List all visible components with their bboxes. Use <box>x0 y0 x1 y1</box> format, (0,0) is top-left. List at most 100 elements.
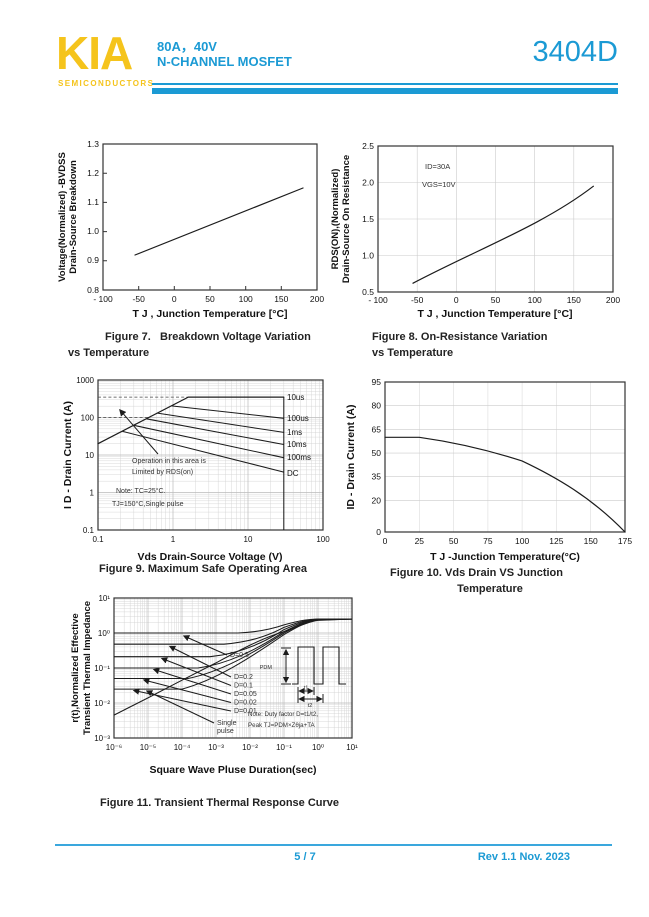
y-tick-label: 0.8 <box>87 285 99 295</box>
soa-dc-curve <box>122 430 284 473</box>
curve-label: D=0.2 <box>234 674 253 681</box>
x-tick-label: 1 <box>171 535 176 544</box>
x-tick-label: 125 <box>549 536 563 546</box>
x-tick-label: 10 <box>244 535 253 544</box>
x-tick-label: 10⁻⁵ <box>140 743 156 752</box>
plot-frame <box>377 145 614 293</box>
y-axis-label: I D - Drain Current (A) <box>62 401 74 509</box>
duty-note: Note: Duty factor D=t1/t2, <box>248 711 318 718</box>
y-tick-label: 80 <box>372 401 382 411</box>
x-tick-label: 0 <box>454 295 459 305</box>
figure9-chart: Operation in this area is Limited by RDS… <box>62 376 330 563</box>
y-tick-label: 0.1 <box>83 526 95 535</box>
x-tick-label: 175 <box>618 536 632 546</box>
curve-label: 10us <box>287 393 304 402</box>
x-tick-label: 10¹ <box>346 743 358 752</box>
curve-label: D=0.01 <box>234 708 257 715</box>
soa-annotation: Operation in this area is <box>132 458 206 465</box>
duty-cycle-waveform-inset: PDM t1 t2 <box>260 646 346 709</box>
y-tick-label: 1000 <box>76 376 94 385</box>
figure9-block: Operation in this area is Limited by RDS… <box>58 370 348 592</box>
figure-caption: Figure 8. On-Resistance Variation <box>372 331 548 343</box>
annotation-arrow <box>119 408 159 455</box>
x-tick-label: - 100 <box>93 294 113 304</box>
figure11-block: D=0.5 D=0.2 D=0.1 D=0.05 D=0.02 D=0.01 S… <box>62 588 377 820</box>
x-tick-label: 50 <box>491 295 501 305</box>
soa-annotation: Limited by RDS(on) <box>132 469 193 476</box>
x-tick-label: 0.1 <box>92 535 104 544</box>
x-tick-label: 10⁻³ <box>208 743 224 752</box>
y-tick-label: 2.5 <box>362 141 374 151</box>
figure10-chart: 95 80 65 50 35 20 0 0 25 50 75 100 125 1… <box>345 377 632 563</box>
y-tick-label: 0.5 <box>362 287 374 297</box>
curve-label-arrows <box>132 635 232 724</box>
part-number: 3404D <box>532 36 618 68</box>
x-tick-label: - 100 <box>368 295 388 305</box>
x-tick-label: 10⁰ <box>312 743 324 752</box>
curve-label: pulse <box>217 728 234 735</box>
curve-label: D=0.05 <box>234 691 257 698</box>
y-axis-label: r(t),Normalized Effective <box>70 613 81 722</box>
y-tick-label: 10⁰ <box>98 629 110 638</box>
soa-note: Note: TC=25°C. <box>116 487 166 495</box>
figure10-block: 95 80 65 50 35 20 0 0 25 50 75 100 125 1… <box>340 370 640 605</box>
d-0.5-curve <box>114 618 353 634</box>
y-tick-label: 20 <box>372 495 382 505</box>
curve-label: D=0.5 <box>230 652 249 659</box>
soa-10ms-curve <box>146 418 284 446</box>
grid-lines <box>378 146 613 292</box>
limit-leader-dashes <box>98 396 189 418</box>
curve-label: D=0.02 <box>234 700 257 707</box>
x-axis-label: T J , Junction Temperature [°C] <box>132 308 287 320</box>
curve-label: Single <box>217 720 237 727</box>
figure7-block: 1.3 1.2 1.1 1.0 0.9 0.8 - 100 -50 0 50 1… <box>55 132 345 367</box>
soa-10us-curve <box>97 396 285 445</box>
x-tick-label: 100 <box>515 536 529 546</box>
y-tick-label: 1.0 <box>362 251 374 261</box>
brand-logo: KIA <box>56 27 133 79</box>
y-tick-label: 0.9 <box>87 255 99 265</box>
y-tick-label: 10¹ <box>98 594 110 603</box>
condition-annotation: ID=30A <box>425 162 450 171</box>
figure-caption: Temperature <box>457 583 523 595</box>
brand-logo-subtext: SEMICONDUCTORS <box>58 79 155 88</box>
header-rating-line: 80A，40V <box>157 39 217 54</box>
soa-note: TJ=150°C,Single pulse <box>112 500 184 508</box>
x-tick-label: 50 <box>449 536 459 546</box>
x-tick-label: 200 <box>310 294 324 304</box>
x-tick-label: -50 <box>133 294 146 304</box>
x-tick-label: 10⁻² <box>242 743 258 752</box>
y-axis-label: Drain-Source Breakdown <box>68 160 79 274</box>
x-tick-label: 10⁻¹ <box>276 743 292 752</box>
condition-annotation: VGS=10V <box>422 180 456 189</box>
id-derating-curve <box>384 436 626 533</box>
y-tick-label: 10⁻¹ <box>94 664 110 673</box>
rdson-curve <box>412 185 594 284</box>
figure-caption: vs Temperature <box>68 347 150 359</box>
y-tick-label: 1.3 <box>87 139 99 149</box>
figure11-chart: D=0.5 D=0.2 D=0.1 D=0.05 D=0.02 D=0.01 S… <box>70 594 358 776</box>
y-axis-label: Voltage(Normalized) -BVDSS <box>57 152 68 282</box>
duty-note: Peak TJ=PDM×Zθja+TA <box>248 722 316 729</box>
x-tick-label: 25 <box>415 536 425 546</box>
y-tick-label: 35 <box>372 472 382 482</box>
x-tick-label: 100 <box>528 295 542 305</box>
y-tick-label: 1.1 <box>87 197 99 207</box>
plot-frame <box>97 379 324 531</box>
figure7-chart: 1.3 1.2 1.1 1.0 0.9 0.8 - 100 -50 0 50 1… <box>57 139 324 320</box>
y-tick-label: 10⁻³ <box>94 734 110 743</box>
y-axis-label: Transient Thermal Impedance <box>82 601 93 735</box>
footer-rule <box>55 844 612 846</box>
y-tick-label: 50 <box>372 448 382 458</box>
x-axis-label: T J , Junction Temperature [°C] <box>417 308 572 320</box>
grid-lines <box>97 379 324 531</box>
figure-caption: Figure 7. Breakdown Voltage Variation <box>105 331 311 343</box>
x-tick-label: 75 <box>483 536 493 546</box>
x-tick-label: 0 <box>383 536 388 546</box>
figure8-block: ID=30A VGS=10V 2.5 2.0 1.5 1.0 0.5 - 100… <box>328 132 628 367</box>
y-tick-label: 1 <box>90 489 95 498</box>
bvdss-curve <box>134 187 304 256</box>
y-tick-label: 65 <box>372 424 382 434</box>
figure-caption: vs Temperature <box>372 347 454 359</box>
